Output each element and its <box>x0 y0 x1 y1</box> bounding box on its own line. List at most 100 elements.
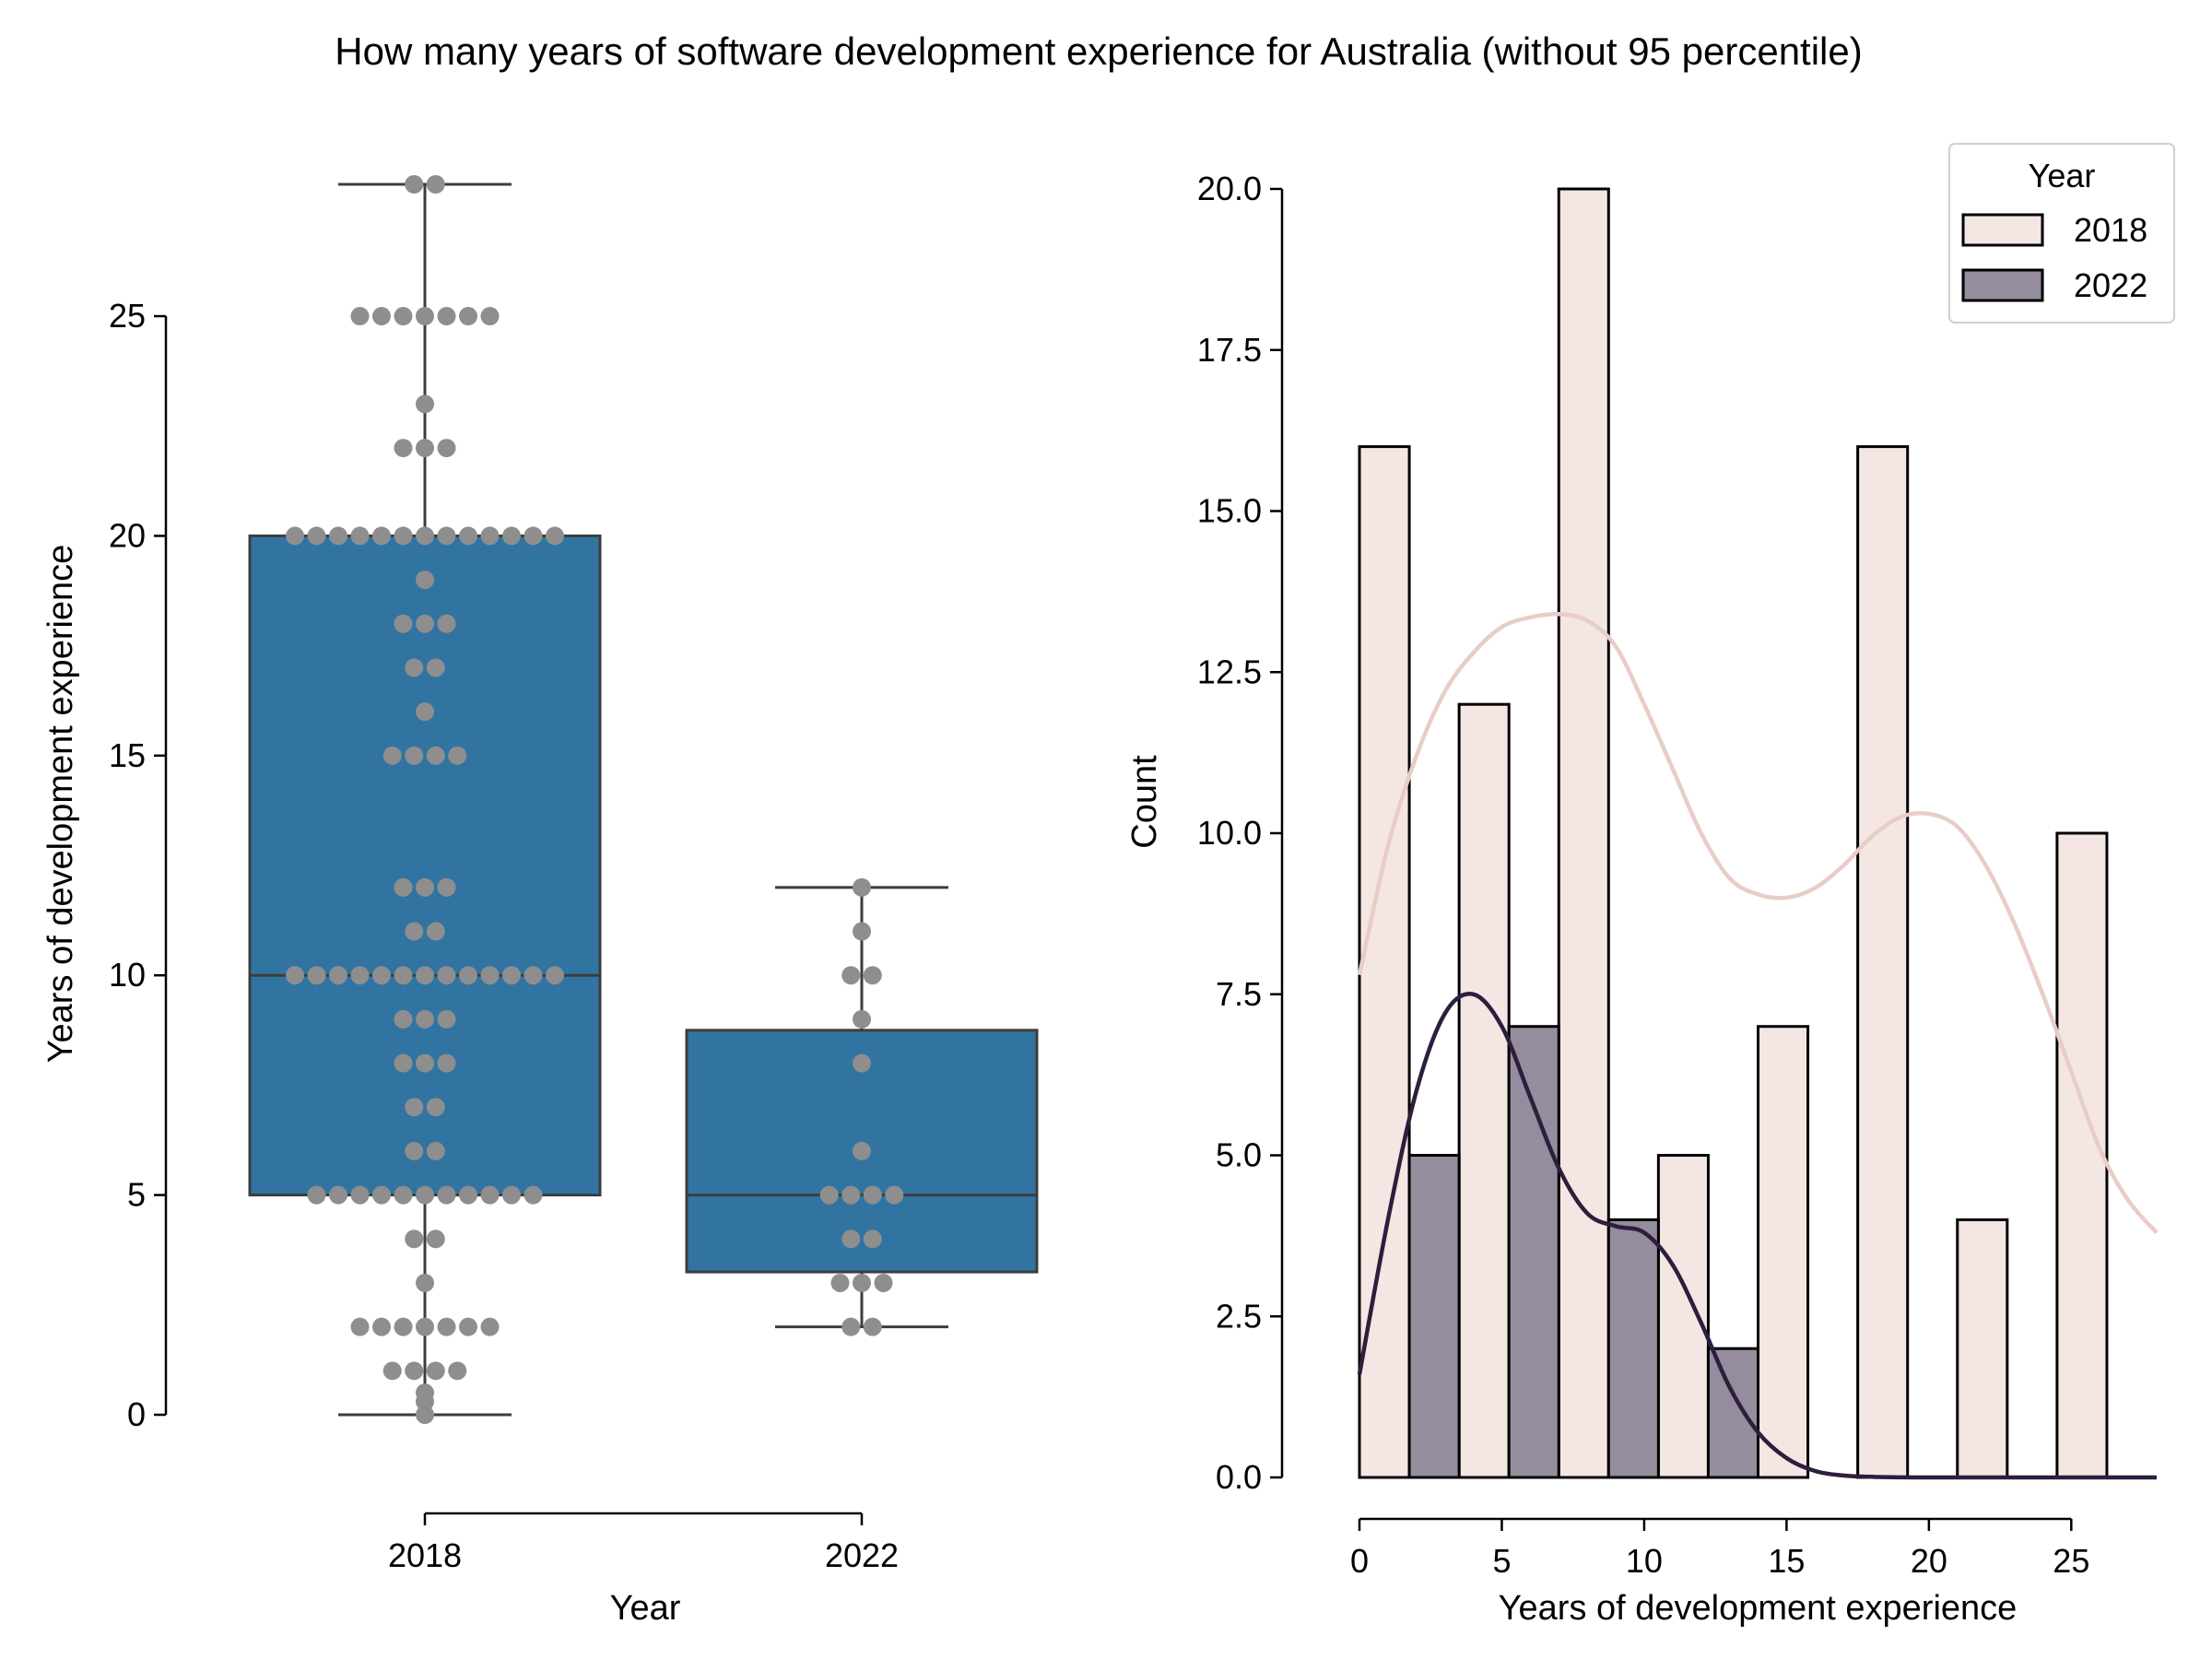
swarm-point <box>416 966 434 985</box>
legend-swatch-2022 <box>1961 268 2044 302</box>
swarm-point <box>329 526 347 546</box>
kde-line-2018 <box>1357 611 2159 1234</box>
swarm-point <box>459 966 477 985</box>
swarm-point <box>448 1361 467 1381</box>
swarm-point <box>394 1053 413 1073</box>
swarm-point <box>426 746 445 765</box>
swarm-point <box>405 1098 424 1117</box>
box-y-tick-label: 10 <box>109 956 146 994</box>
swarm-point <box>307 966 326 985</box>
swarm-point <box>841 1317 861 1336</box>
swarm-point <box>437 614 456 633</box>
swarm-point <box>405 1361 424 1381</box>
swarm-point <box>350 307 370 326</box>
swarm-point <box>437 966 456 985</box>
swarm-point <box>416 1392 434 1411</box>
hist-bar <box>1956 1218 2009 1479</box>
swarm-point <box>524 526 543 546</box>
hist-bar <box>1656 1154 1710 1479</box>
swarm-point <box>426 1230 445 1249</box>
swarm-point <box>853 922 871 941</box>
swarm-point <box>329 966 347 985</box>
swarm-point <box>350 1317 370 1336</box>
hist-bar <box>1557 187 1610 1479</box>
hist-bar <box>1507 1025 1560 1479</box>
swarm-2022 <box>819 877 904 1336</box>
swarm-point <box>546 966 564 985</box>
swarm-point <box>426 1361 445 1381</box>
swarm-point <box>405 922 424 941</box>
swarm-point <box>416 1406 434 1424</box>
box-2022 <box>685 886 1039 1329</box>
swarm-point <box>448 746 467 765</box>
swarm-point <box>546 526 564 546</box>
swarm-point <box>437 1185 456 1205</box>
swarm-point <box>524 1185 543 1205</box>
swarm-point <box>885 1185 904 1205</box>
swarm-point <box>372 966 391 985</box>
box-x-tick-label: 2022 <box>825 1536 899 1574</box>
box-body <box>248 534 602 1197</box>
box-x-tick-label: 2018 <box>388 1536 462 1574</box>
swarm-point <box>437 307 456 326</box>
swarm-point <box>480 1317 500 1336</box>
swarm-point <box>426 175 445 194</box>
swarm-point <box>416 702 434 722</box>
swarm-point <box>502 966 521 985</box>
box-y-tick-label: 5 <box>127 1176 146 1214</box>
hist-y-tick-label: 7.5 <box>1216 975 1262 1013</box>
box-y-tick-label: 25 <box>109 297 146 335</box>
swarm-point <box>416 877 434 897</box>
swarm-point <box>405 1230 424 1249</box>
box-y-axis-label: Years of development experience <box>41 545 80 1064</box>
kde-line-2022 <box>1357 992 2158 1480</box>
hist-y-tick-label: 0.0 <box>1216 1458 1262 1496</box>
swarm-point <box>394 526 413 546</box>
swarm-point <box>853 1273 871 1292</box>
swarm-point <box>329 1185 347 1205</box>
swarm-point <box>307 1185 326 1205</box>
hist-x-tick-label: 25 <box>2053 1542 2089 1580</box>
swarm-point <box>841 966 861 985</box>
swarm-point <box>841 1185 861 1205</box>
swarm-point <box>437 526 456 546</box>
hist-x-tick-label: 20 <box>1911 1542 1947 1580</box>
swarm-point <box>372 526 391 546</box>
swarm-point <box>416 1317 434 1336</box>
swarm-point <box>350 1185 370 1205</box>
swarm-point <box>830 1273 850 1292</box>
swarm-point <box>863 1185 882 1205</box>
swarm-point <box>416 614 434 633</box>
swarm-point <box>350 966 370 985</box>
legend: Year 2018 2022 <box>1948 143 2175 324</box>
swarm-point <box>502 526 521 546</box>
hist-x-tick-label: 10 <box>1626 1542 1663 1580</box>
swarm-point <box>405 175 424 194</box>
swarm-point <box>853 1141 871 1160</box>
swarm-point <box>394 966 413 985</box>
legend-label-2022: 2022 <box>2074 266 2147 304</box>
swarm-point <box>416 394 434 414</box>
swarm-point <box>372 1317 391 1336</box>
swarm-point <box>394 1317 413 1336</box>
swarm-point <box>863 1230 882 1249</box>
swarm-point <box>416 1185 434 1205</box>
box-x-axis-label: Year <box>610 1589 681 1628</box>
hist-bar <box>1757 1025 1810 1479</box>
swarm-point <box>480 307 500 326</box>
swarm-point <box>437 1053 456 1073</box>
box-2018 <box>248 182 602 1417</box>
swarm-point <box>382 746 402 765</box>
hist-bar <box>1856 445 1910 1479</box>
hist-bars-2018 <box>1358 187 2109 1479</box>
hist-y-tick-label: 17.5 <box>1197 331 1262 369</box>
hist-bars-2022 <box>1407 1025 1759 1479</box>
legend-title: Year <box>2029 157 2096 194</box>
hist-y-tick-label: 2.5 <box>1216 1297 1262 1335</box>
swarm-point <box>405 1141 424 1160</box>
hist-y-tick-label: 15.0 <box>1197 492 1262 530</box>
hist-x-tick-label: 0 <box>1350 1542 1369 1580</box>
swarm-point <box>416 571 434 590</box>
box-plot-panel: Years of development experience Year 0 5 1… <box>41 175 1039 1628</box>
